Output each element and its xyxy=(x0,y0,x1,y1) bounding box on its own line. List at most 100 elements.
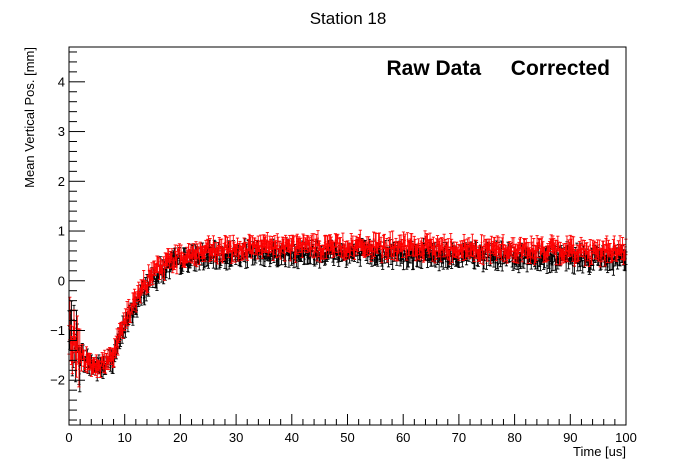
data-point xyxy=(124,315,127,318)
data-point xyxy=(80,361,83,364)
data-point xyxy=(444,251,446,253)
data-point xyxy=(339,243,342,246)
data-point xyxy=(259,256,262,258)
data-point xyxy=(89,360,92,363)
data-point xyxy=(126,308,128,311)
data-point xyxy=(163,270,166,273)
data-point xyxy=(293,240,295,243)
data-point xyxy=(258,249,261,252)
data-point xyxy=(220,245,223,248)
data-point xyxy=(324,240,327,243)
data-point xyxy=(519,242,522,245)
data-point xyxy=(327,241,329,244)
data-point xyxy=(151,270,153,273)
data-point xyxy=(142,278,145,281)
data-point xyxy=(462,253,465,255)
data-point xyxy=(410,240,413,242)
data-point xyxy=(283,252,286,255)
data-point xyxy=(308,243,311,246)
data-point xyxy=(252,247,255,250)
data-point xyxy=(214,254,217,256)
data-point xyxy=(294,253,297,256)
data-point xyxy=(333,250,336,253)
data-point xyxy=(302,239,305,242)
chart-title: Station 18 xyxy=(310,9,387,28)
data-point xyxy=(370,253,372,256)
data-point xyxy=(390,252,393,255)
data-point xyxy=(198,258,201,261)
data-point xyxy=(546,264,548,267)
data-point xyxy=(143,296,146,298)
data-point xyxy=(551,261,554,264)
data-point xyxy=(229,245,232,248)
data-point xyxy=(137,288,140,291)
data-point xyxy=(490,242,493,245)
data-point xyxy=(135,306,138,309)
data-point xyxy=(443,239,446,242)
data-point xyxy=(337,248,340,251)
data-point xyxy=(263,260,266,263)
data-point xyxy=(535,252,538,255)
data-point xyxy=(483,240,485,242)
data-point xyxy=(524,248,527,251)
data-point xyxy=(458,261,460,264)
data-point xyxy=(180,255,183,258)
data-point xyxy=(383,240,386,242)
data-point xyxy=(442,261,445,264)
data-point xyxy=(107,355,109,358)
data-point xyxy=(312,240,315,242)
data-point xyxy=(485,262,488,265)
data-point xyxy=(219,243,221,246)
data-point xyxy=(428,247,431,250)
data-point xyxy=(483,251,486,254)
data-point xyxy=(537,249,539,252)
data-point xyxy=(293,259,295,262)
data-point xyxy=(381,250,384,253)
data-point xyxy=(117,346,119,349)
data-point xyxy=(378,238,381,241)
data-point xyxy=(70,318,73,321)
data-point xyxy=(278,245,281,248)
data-point xyxy=(173,264,176,267)
data-point xyxy=(480,241,483,244)
data-point xyxy=(315,238,318,241)
data-point xyxy=(444,243,447,246)
data-point xyxy=(289,252,292,254)
data-point xyxy=(405,252,408,255)
data-point xyxy=(367,242,370,245)
data-point xyxy=(353,251,356,254)
data-point xyxy=(441,243,444,246)
data-point xyxy=(279,253,282,256)
data-point xyxy=(467,250,470,253)
data-point xyxy=(254,241,256,244)
data-point xyxy=(239,261,242,264)
data-point xyxy=(404,239,407,242)
data-point xyxy=(385,244,388,246)
data-point xyxy=(412,249,415,252)
data-point xyxy=(207,243,210,245)
data-point xyxy=(351,240,354,243)
data-point xyxy=(592,264,595,267)
data-point xyxy=(189,249,192,252)
data-point xyxy=(512,262,514,265)
data-point xyxy=(442,251,445,253)
data-point xyxy=(537,264,539,267)
data-point xyxy=(316,251,319,254)
data-point xyxy=(419,252,421,255)
data-point xyxy=(151,278,154,281)
data-point xyxy=(162,260,165,262)
data-point xyxy=(244,261,247,264)
data-point xyxy=(161,269,164,271)
data-point xyxy=(311,238,314,241)
data-point xyxy=(350,237,353,240)
data-point xyxy=(125,322,128,325)
data-point xyxy=(212,261,215,264)
data-point xyxy=(134,297,137,300)
series-corrected xyxy=(67,229,628,388)
data-point xyxy=(423,252,426,255)
data-point xyxy=(387,252,390,255)
data-point xyxy=(359,259,362,262)
data-point xyxy=(235,249,238,252)
data-point xyxy=(510,249,513,252)
